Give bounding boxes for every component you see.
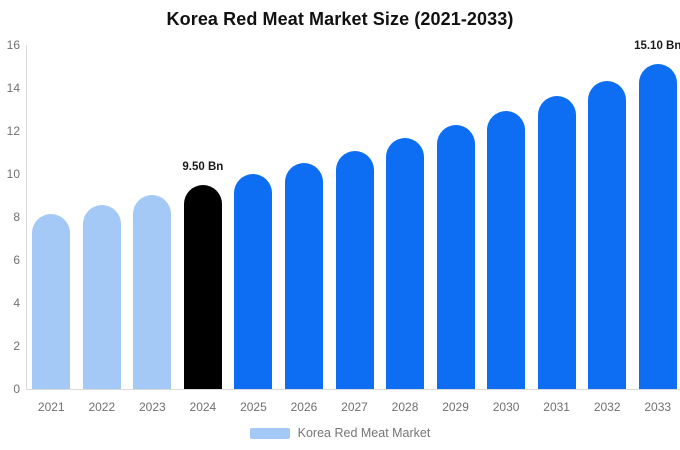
x-tick-label-2022: 2022 xyxy=(88,400,116,414)
y-tick-label: 14 xyxy=(6,81,20,95)
x-tick-label-2027: 2027 xyxy=(341,400,368,414)
legend-label: Korea Red Meat Market xyxy=(297,426,431,440)
bar-2021 xyxy=(32,213,71,389)
bar-2030 xyxy=(487,110,526,389)
legend: Korea Red Meat Market xyxy=(0,425,680,441)
data-label-2024: 9.50 Bn xyxy=(182,160,224,173)
x-tick-label-2033: 2033 xyxy=(644,400,672,414)
y-axis-line xyxy=(26,45,27,389)
x-tick-label-2024: 2024 xyxy=(189,400,217,414)
y-tick-label: 8 xyxy=(13,210,20,224)
x-tick-label-2025: 2025 xyxy=(240,400,267,414)
legend-swatch xyxy=(249,427,290,439)
x-tick-label-2026: 2026 xyxy=(290,400,318,414)
y-tick-label: 2 xyxy=(13,339,20,353)
y-tick-label: 4 xyxy=(13,296,20,310)
chart-title: Korea Red Meat Market Size (2021-2033) xyxy=(166,9,514,29)
x-tick-label-2030: 2030 xyxy=(492,400,520,414)
y-tick-label: 16 xyxy=(6,38,20,52)
bar-2029 xyxy=(436,124,475,389)
y-tick-label: 6 xyxy=(13,253,20,267)
x-tick-label-2029: 2029 xyxy=(442,400,469,414)
bar-2024 xyxy=(183,184,222,389)
y-tick-label: 10 xyxy=(6,167,20,181)
bar-2033 xyxy=(638,64,677,389)
x-tick-label-2028: 2028 xyxy=(391,400,419,414)
x-axis-line xyxy=(26,389,680,390)
data-label-2033: 15.10 Bn xyxy=(634,40,680,53)
bar-2027 xyxy=(335,150,374,389)
x-tick-label-2023: 2023 xyxy=(138,400,166,414)
x-tick-label-2032: 2032 xyxy=(593,400,621,414)
bar-2031 xyxy=(537,96,576,389)
bar-2025 xyxy=(234,174,273,389)
x-tick-label-2021: 2021 xyxy=(37,400,65,414)
bar-2026 xyxy=(284,162,323,389)
bar-2022 xyxy=(82,204,121,389)
x-tick-label-2031: 2031 xyxy=(543,400,570,414)
y-tick-label: 0 xyxy=(13,382,20,396)
bar-2032 xyxy=(588,80,627,389)
y-tick-label: 12 xyxy=(6,124,20,138)
bar-2023 xyxy=(133,195,172,389)
bar-2028 xyxy=(386,138,425,389)
